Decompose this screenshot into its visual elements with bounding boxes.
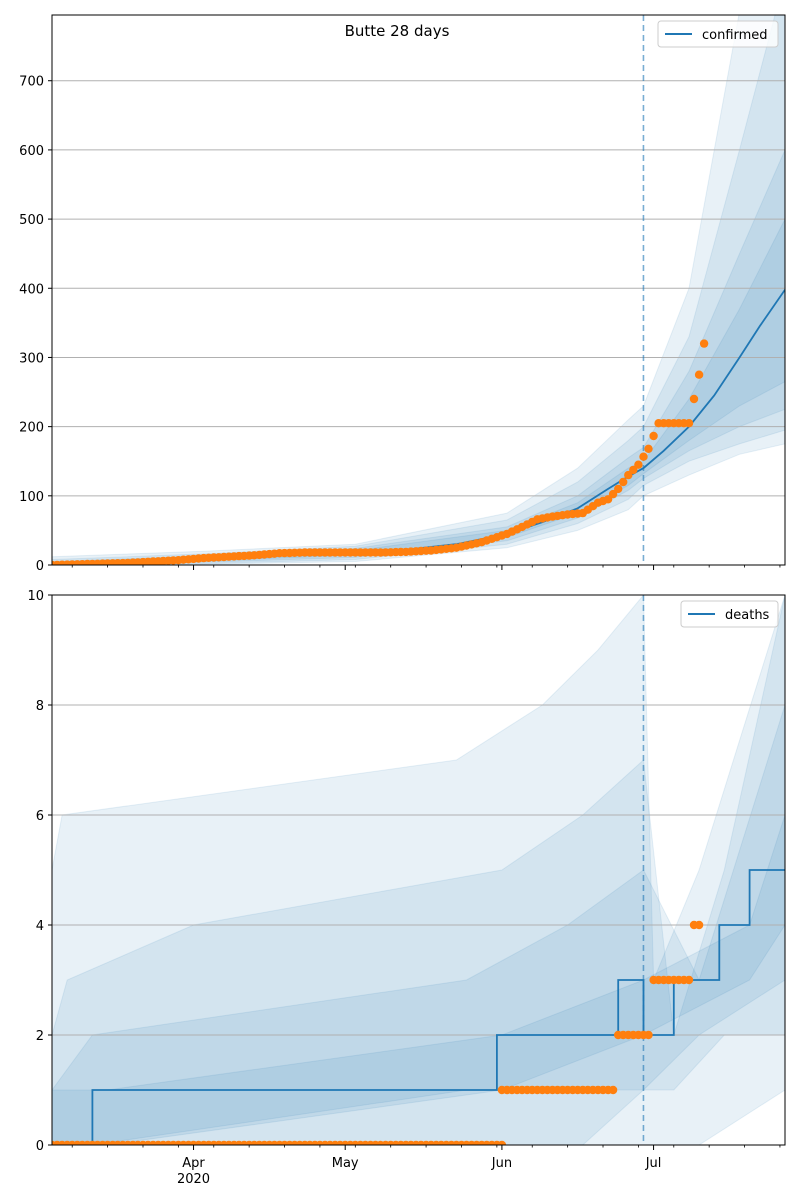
chart-title: Butte 28 days (345, 22, 450, 40)
model-line (52, 869, 785, 1145)
confirmed-legend: confirmed (657, 20, 779, 48)
observed-point-119 (644, 1030, 653, 1040)
plot-frame (51, 594, 786, 1146)
x-tick-label-0-year: 2020 (177, 1172, 210, 1187)
observed-point-113 (619, 477, 628, 487)
y-tick-label-5: 500 (19, 213, 44, 228)
confirmed-panel: 0 100 200 300 400 500 600 700 Butte 28 days con… (19, 14, 786, 574)
observed-point-119 (649, 431, 658, 441)
y-tick-label-1: 100 (19, 490, 44, 505)
legend-label-deaths: deaths (725, 608, 770, 623)
deaths-model-line (52, 869, 785, 1145)
y-tick-label-4: 8 (36, 699, 44, 714)
x-tick-label-2: Jun (491, 1156, 512, 1171)
observed-point-112 (614, 484, 623, 494)
observed-point-128 (694, 370, 704, 379)
observed-point-127 (684, 975, 694, 985)
uncertainty-band-0 (52, 15, 785, 565)
y-tick-label-7: 700 (19, 75, 44, 90)
x-tick-label-3: Jul (645, 1156, 662, 1171)
y-tick-label-0: 0 (36, 559, 44, 574)
x-tick-label-1: May (332, 1156, 359, 1171)
y-tick-label-0: 0 (36, 1139, 44, 1154)
legend-box (657, 20, 779, 48)
y-tick-label-5: 10 (27, 589, 44, 604)
deaths-legend: deaths (680, 600, 779, 628)
observed-point-126 (684, 419, 694, 428)
observed-point-112 (608, 1085, 618, 1095)
y-tick-label-6: 600 (19, 144, 44, 159)
observed-point-115 (629, 465, 638, 475)
y-tick-label-3: 300 (19, 351, 44, 366)
observed-point-89 (497, 1140, 507, 1145)
y-tick-label-3: 6 (36, 809, 44, 824)
plot-frame (51, 14, 786, 566)
x-tick-label-0: Apr (182, 1156, 205, 1171)
observed-point-129 (699, 339, 709, 348)
observed-point-127 (689, 394, 699, 404)
uncertainty-band-1 (52, 595, 785, 1145)
y-tick-label-4: 400 (19, 282, 44, 297)
observed-point-116 (634, 460, 643, 469)
observed-point-129 (694, 920, 704, 930)
observed-point-110 (603, 495, 613, 504)
observed-point-118 (644, 444, 653, 453)
observed-point-111 (608, 489, 618, 499)
observed-point-117 (639, 452, 648, 461)
y-tick-label-1: 2 (36, 1029, 44, 1044)
legend-box (680, 600, 779, 628)
observed-point-114 (624, 470, 633, 480)
confirmed-observed-points (52, 339, 709, 565)
y-tick-label-2: 200 (19, 421, 44, 436)
deaths-observed-points (52, 920, 704, 1145)
legend-label-confirmed: confirmed (702, 28, 768, 43)
confirmed-axes: 0 100 200 300 400 500 600 700 (19, 14, 786, 574)
y-tick-label-2: 4 (36, 919, 44, 934)
